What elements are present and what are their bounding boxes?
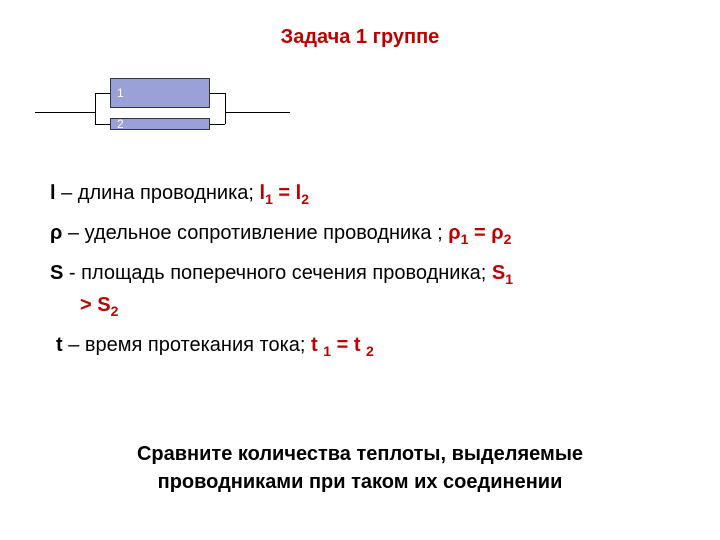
eq-t-a: t — [311, 334, 323, 356]
text-s: - площадь поперечного сечения проводника… — [63, 262, 486, 284]
sym-t: t — [56, 334, 63, 356]
def-s: S - площадь поперечного сечения проводни… — [50, 258, 670, 322]
resistor-1: 1 — [110, 78, 210, 108]
wire-out — [225, 112, 290, 113]
resistor-2-label: 2 — [117, 117, 124, 131]
sym-rho: ρ — [50, 222, 62, 244]
question-line-1: Сравните количества теплоты, выделяемые — [137, 443, 583, 465]
eq-rho-a: ρ — [448, 222, 460, 244]
wire-top-left — [95, 93, 110, 94]
eq-t-mid: = — [331, 334, 354, 356]
wire-bot-left — [95, 124, 110, 125]
text-l: – длина проводника; — [56, 182, 260, 204]
eq-l-mid: = — [273, 182, 296, 204]
sym-s: S — [50, 262, 63, 284]
eq-t-b: t — [354, 334, 366, 356]
eq-rho-b: ρ — [491, 222, 503, 244]
question-line-2: проводниками при таком их соединении — [158, 471, 563, 493]
circuit-diagram: 1 2 — [60, 74, 300, 154]
wire-top-right — [210, 93, 225, 94]
junction-left — [95, 93, 96, 124]
def-length: ӏ – длина проводника; ӏ1 = ӏ2 — [50, 178, 670, 210]
definitions: ӏ – длина проводника; ӏ1 = ӏ2 ρ – удельн… — [50, 178, 670, 370]
eq-s-a: S — [492, 262, 505, 284]
resistor-1-label: 1 — [117, 86, 124, 100]
eq-rho-mid: = — [468, 222, 491, 244]
def-t: t – время протекания тока; t 1 = t 2 — [50, 330, 670, 362]
text-rho: – удельное сопротивление проводника ; — [62, 222, 448, 244]
resistor-2: 2 — [110, 118, 210, 130]
eq-s-b: S — [97, 294, 110, 316]
eq-s-mid: > — [80, 294, 97, 316]
junction-right — [225, 93, 226, 124]
slide-title: Задача 1 группе — [0, 26, 720, 49]
question-text: Сравните количества теплоты, выделяемые … — [60, 440, 660, 496]
wire-bot-right — [210, 124, 225, 125]
text-t: – время протекания тока; — [63, 334, 311, 356]
def-rho: ρ – удельное сопротивление проводника ; … — [50, 218, 670, 250]
wire-in — [35, 112, 95, 113]
